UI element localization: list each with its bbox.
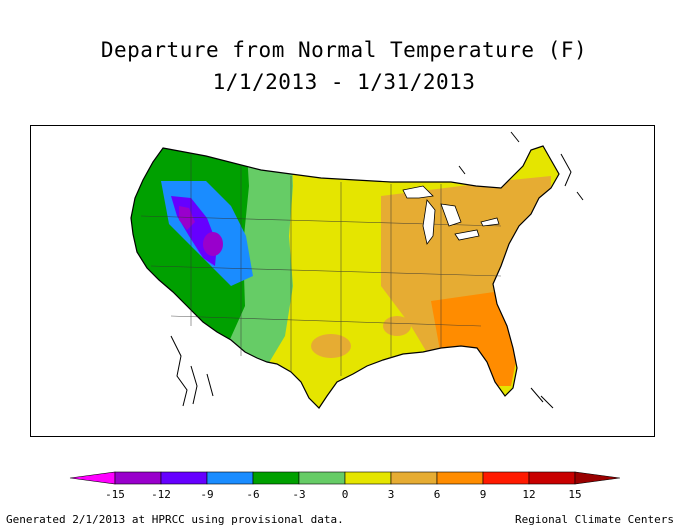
- map-title: Departure from Normal Temperature (F): [100, 38, 588, 62]
- legend-tick-label: -9: [200, 488, 213, 501]
- legend-swatch: [528, 471, 576, 485]
- legend-swatch: [252, 471, 300, 485]
- legend-swatch: [482, 471, 530, 485]
- legend-swatch: [344, 471, 392, 485]
- legend-tick-label: 3: [388, 488, 395, 501]
- legend-swatch: [114, 471, 162, 485]
- legend-tick-label: 0: [342, 488, 349, 501]
- legend-swatch: [298, 471, 346, 485]
- legend-tick-label: 9: [480, 488, 487, 501]
- legend-tick-label: -3: [292, 488, 305, 501]
- map-frame: [30, 125, 655, 437]
- footer-generated-note: Generated 2/1/2013 at HPRCC using provis…: [6, 513, 344, 526]
- legend-swatch: [160, 471, 208, 485]
- legend-arrow-high: [574, 471, 620, 485]
- us-temperature-departure-map: [130, 131, 584, 409]
- legend-tick-label: -6: [246, 488, 259, 501]
- legend-swatch: [206, 471, 254, 485]
- color-legend: -15 -12 -9 -6 -3 0 3 6 9 12 15: [69, 471, 620, 501]
- date-range: 1/1/2013 - 1/31/2013: [212, 70, 476, 94]
- footer-credit: Regional Climate Centers: [515, 513, 674, 526]
- legend-tick-label: 15: [568, 488, 581, 501]
- legend-tick-label: -12: [151, 488, 171, 501]
- legend-tick-label: -15: [105, 488, 125, 501]
- legend-swatch: [390, 471, 438, 485]
- legend-arrow-low: [69, 471, 116, 485]
- legend-tick-label: 12: [522, 488, 535, 501]
- legend-swatch: [436, 471, 484, 485]
- legend-tick-label: 6: [434, 488, 441, 501]
